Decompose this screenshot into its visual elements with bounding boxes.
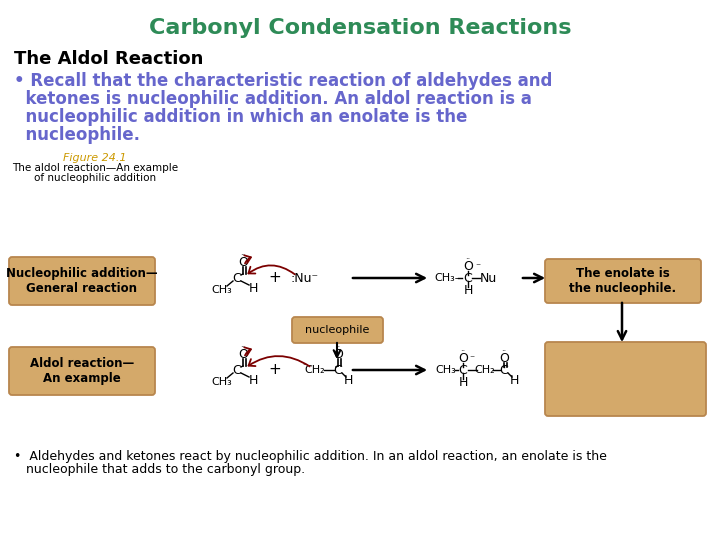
Text: The Aldol Reaction: The Aldol Reaction [14, 50, 203, 68]
Text: C: C [500, 363, 508, 376]
FancyArrowPatch shape [244, 255, 251, 264]
FancyBboxPatch shape [9, 347, 155, 395]
Text: ketones is nucleophilic addition. An aldol reaction is a: ketones is nucleophilic addition. An ald… [14, 90, 532, 108]
Text: H: H [248, 374, 258, 387]
Text: H: H [463, 285, 473, 298]
Text: H: H [509, 374, 518, 387]
Text: • Recall that the characteristic reaction of aldehydes and: • Recall that the characteristic reactio… [14, 72, 552, 90]
Text: H: H [343, 374, 353, 387]
Text: ··: ·· [465, 255, 471, 265]
Text: :Nu⁻: :Nu⁻ [291, 272, 319, 285]
Text: ··: ·· [501, 348, 507, 356]
FancyBboxPatch shape [545, 259, 701, 303]
Text: C: C [233, 363, 241, 376]
Text: nucleophile that adds to the carbonyl group.: nucleophile that adds to the carbonyl gr… [14, 463, 305, 476]
Text: CH₃: CH₃ [212, 285, 233, 295]
FancyBboxPatch shape [292, 317, 383, 343]
Text: CH₂: CH₂ [474, 365, 495, 375]
Text: nucleophilic addition in which an enolate is the: nucleophilic addition in which an enolat… [14, 108, 467, 126]
Text: H: H [459, 376, 468, 389]
FancyBboxPatch shape [9, 257, 155, 305]
Text: C: C [233, 272, 241, 285]
Text: +: + [269, 271, 282, 286]
Text: H: H [248, 281, 258, 294]
Text: C: C [459, 363, 467, 376]
Text: O: O [458, 353, 468, 366]
Text: CH₃–: CH₃– [435, 273, 462, 283]
Text: ⁻: ⁻ [469, 354, 474, 364]
Text: O: O [499, 353, 509, 366]
Text: ⁻: ⁻ [475, 262, 480, 272]
Text: Aldol reaction—
An example: Aldol reaction— An example [30, 357, 134, 385]
Text: of nucleophilic addition: of nucleophilic addition [34, 173, 156, 183]
Text: ⁻: ⁻ [302, 362, 307, 372]
Text: O: O [463, 260, 473, 273]
Text: The enolate is
the nucleophile.: The enolate is the nucleophile. [570, 267, 677, 295]
Text: O: O [333, 348, 343, 361]
Text: •  Aldehydes and ketones react by nucleophilic addition. In an aldol reaction, a: • Aldehydes and ketones react by nucleop… [14, 450, 607, 463]
FancyArrowPatch shape [248, 356, 310, 367]
FancyArrowPatch shape [248, 265, 294, 274]
Text: The aldol reaction—An example: The aldol reaction—An example [12, 163, 178, 173]
Text: Nucleophilic addition—
General reaction: Nucleophilic addition— General reaction [6, 267, 158, 295]
Text: ··: ·· [240, 252, 246, 260]
Text: O: O [238, 348, 248, 361]
Text: +: + [269, 362, 282, 377]
Text: CH₂: CH₂ [305, 365, 325, 375]
Text: CH₃: CH₃ [212, 377, 233, 387]
Text: ··: ·· [240, 343, 246, 353]
Text: Figure 24.1: Figure 24.1 [63, 153, 127, 163]
Text: Carbonyl Condensation Reactions: Carbonyl Condensation Reactions [149, 18, 571, 38]
Text: C: C [464, 272, 472, 285]
Text: ··: ·· [336, 343, 341, 353]
Text: nucleophile.: nucleophile. [14, 126, 140, 144]
Text: ··: ·· [460, 348, 466, 356]
FancyArrowPatch shape [244, 347, 251, 355]
Text: O: O [238, 256, 248, 269]
Text: nucleophile: nucleophile [305, 325, 369, 335]
Text: Nu: Nu [480, 272, 497, 285]
FancyBboxPatch shape [545, 342, 706, 416]
Text: CH₃: CH₃ [436, 365, 456, 375]
Text: C: C [333, 363, 343, 376]
